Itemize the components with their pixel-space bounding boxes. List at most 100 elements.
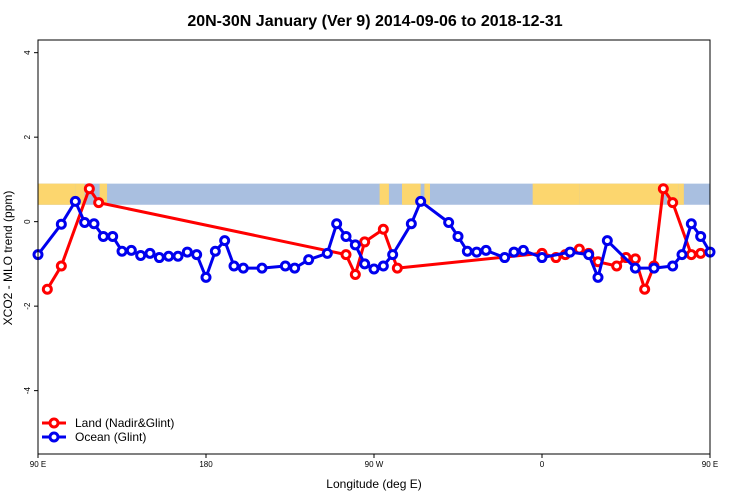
data-point-ocean <box>676 249 688 261</box>
data-point-ocean <box>405 218 417 230</box>
data-point-land <box>41 283 53 295</box>
series-layer <box>32 183 716 295</box>
data-point-ocean <box>695 230 707 242</box>
data-point-ocean <box>237 262 249 274</box>
data-point-ocean <box>116 245 128 257</box>
data-point-ocean <box>508 246 520 258</box>
data-point-land <box>93 197 105 209</box>
y-tick-label: -4 <box>23 387 32 395</box>
map-land-3 <box>379 183 389 205</box>
data-point-ocean <box>629 262 641 274</box>
data-point-ocean <box>256 262 268 274</box>
data-point-ocean <box>107 230 119 242</box>
plot-frame <box>37 39 711 455</box>
y-tick-label: 0 <box>23 219 32 224</box>
data-point-land <box>391 262 403 274</box>
data-point-ocean <box>88 218 100 230</box>
data-point-ocean <box>601 235 613 247</box>
x-tick-label: 90 W <box>365 460 384 469</box>
data-point-ocean <box>377 260 389 272</box>
map-land-9 <box>678 183 684 205</box>
data-point-ocean <box>443 216 455 228</box>
x-tick-label: 90 E <box>702 460 718 469</box>
data-point-ocean <box>331 218 343 230</box>
y-axis: -4 -2 0 2 4 <box>23 50 38 394</box>
legend-marker-ocean <box>48 431 60 443</box>
data-point-ocean <box>349 239 361 251</box>
data-point-ocean <box>536 252 548 264</box>
data-point-ocean <box>368 263 380 275</box>
data-point-ocean <box>97 230 109 242</box>
map-land-2 <box>99 183 108 205</box>
data-point-ocean <box>564 246 576 258</box>
data-point-ocean <box>452 230 464 242</box>
map-land-7 <box>579 183 664 205</box>
data-point-ocean <box>219 235 231 247</box>
x-axis: 90 E 180 90 W 0 90 E <box>30 454 718 469</box>
data-point-ocean <box>685 218 697 230</box>
x-tick-label: 90 E <box>30 460 46 469</box>
y-tick-label: 2 <box>23 134 32 139</box>
data-point-ocean <box>79 216 91 228</box>
data-point-ocean <box>359 258 371 270</box>
data-point-ocean <box>279 260 291 272</box>
data-point-land <box>667 197 679 209</box>
data-point-ocean <box>461 245 473 257</box>
data-point-land <box>611 260 623 272</box>
map-land-1 <box>75 183 85 205</box>
x-tick-label: 0 <box>540 460 545 469</box>
legend-marker-land <box>48 417 60 429</box>
data-point-land <box>685 249 697 261</box>
data-point-land <box>359 236 371 248</box>
x-tick-label: 180 <box>199 460 213 469</box>
data-point-ocean <box>583 249 595 261</box>
map-land-8 <box>667 183 679 205</box>
chart-title: 20N-30N January (Ver 9) 2014-09-06 to 20… <box>187 13 562 30</box>
legend-label-land: Land (Nadir&Glint) <box>75 416 174 430</box>
data-point-ocean <box>209 245 221 257</box>
data-point-ocean <box>125 244 137 256</box>
data-point-land <box>639 283 651 295</box>
data-point-ocean <box>303 254 315 266</box>
data-point-ocean <box>289 262 301 274</box>
data-point-land <box>340 249 352 261</box>
legend: Land (Nadir&Glint) Ocean (Glint) <box>42 416 174 444</box>
data-point-land <box>55 260 67 272</box>
data-point-ocean <box>648 262 660 274</box>
world-map-strip <box>38 183 710 205</box>
data-point-ocean <box>144 247 156 259</box>
data-point-ocean <box>499 252 511 264</box>
data-point-ocean <box>69 195 81 207</box>
data-point-ocean <box>163 250 175 262</box>
data-point-ocean <box>340 230 352 242</box>
data-point-ocean <box>55 218 67 230</box>
data-point-ocean <box>172 250 184 262</box>
x-axis-label: Longitude (deg E) <box>326 477 421 491</box>
y-tick-label: -2 <box>23 302 32 310</box>
data-point-ocean <box>228 260 240 272</box>
y-axis-label: XCO2 - MLO trend (ppm) <box>1 191 15 326</box>
data-point-land <box>83 183 95 195</box>
map-land-6 <box>532 183 580 205</box>
data-point-land <box>657 183 669 195</box>
map-land-0 <box>38 183 76 205</box>
data-point-ocean <box>200 271 212 283</box>
data-point-land <box>629 253 641 265</box>
data-point-ocean <box>321 247 333 259</box>
data-point-ocean <box>480 244 492 256</box>
data-point-ocean <box>153 252 165 264</box>
data-point-ocean <box>471 246 483 258</box>
data-point-ocean <box>592 271 604 283</box>
y-tick-label: 4 <box>23 50 32 55</box>
data-point-ocean <box>415 195 427 207</box>
data-point-ocean <box>181 246 193 258</box>
data-point-ocean <box>387 249 399 261</box>
data-point-ocean <box>191 249 203 261</box>
data-point-land <box>349 268 361 280</box>
map-land-5 <box>424 183 430 205</box>
data-point-ocean <box>667 260 679 272</box>
legend-label-ocean: Ocean (Glint) <box>75 430 146 444</box>
data-point-ocean <box>135 249 147 261</box>
data-point-land <box>695 247 707 259</box>
